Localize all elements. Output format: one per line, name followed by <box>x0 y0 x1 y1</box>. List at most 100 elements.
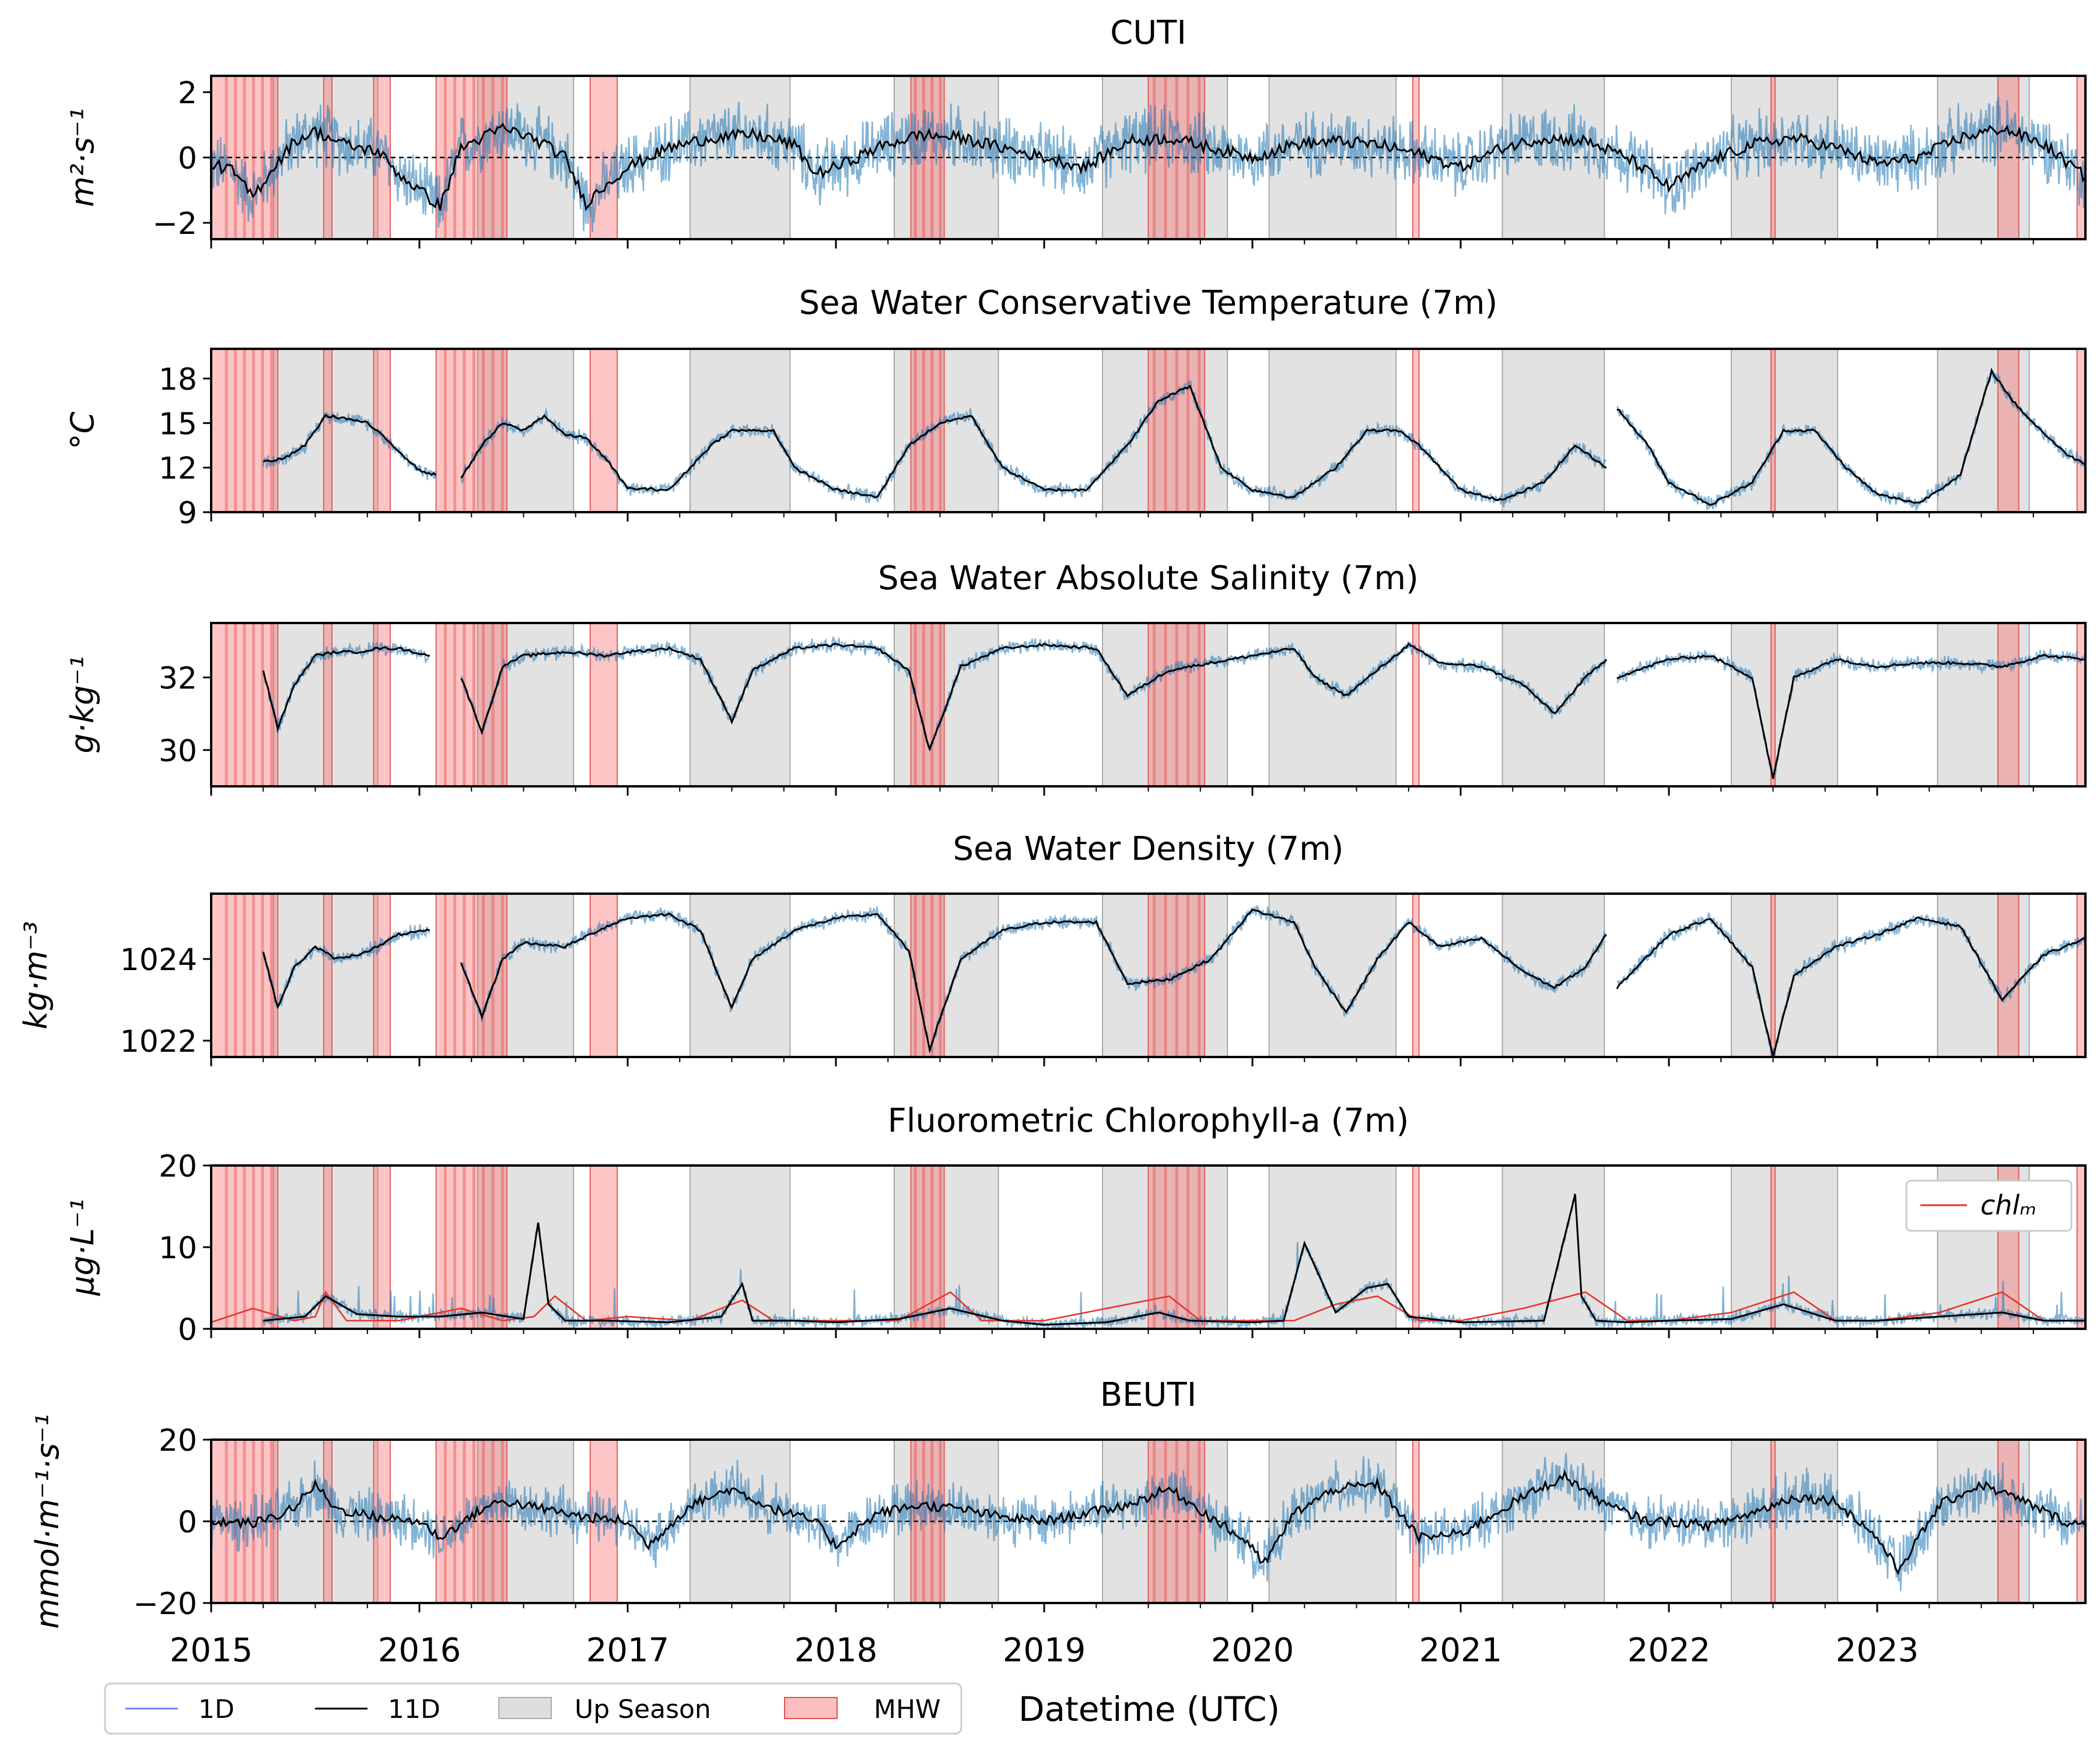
legend-item-11d: 11D <box>315 1695 440 1724</box>
mhw-band <box>211 894 279 1057</box>
series-11d-line <box>460 908 1607 1054</box>
up-season-band <box>1268 894 1397 1057</box>
up-season-band <box>273 349 379 512</box>
up-season-band <box>1101 1166 1228 1329</box>
mhw-streak <box>1164 623 1167 786</box>
legend-item-up-season: Up Season <box>498 1695 711 1724</box>
up-season-band <box>1502 349 1605 512</box>
mhw-streak <box>243 1166 246 1329</box>
mhw-streak <box>270 349 273 512</box>
y-axis-label: °C <box>64 411 101 449</box>
mhw-streak <box>491 894 495 1057</box>
mhw-band <box>910 1166 945 1329</box>
mhw-band <box>1147 349 1205 512</box>
up-season-band <box>1731 894 1839 1057</box>
up-season-band <box>893 894 999 1057</box>
panel-plot-area <box>211 1440 2085 1603</box>
mhw-streak <box>225 1166 228 1329</box>
mhw-streak <box>261 1166 264 1329</box>
y-tick-label: 9 <box>178 496 197 531</box>
panel-plot-area <box>211 623 2085 786</box>
mhw-band <box>2076 894 2085 1057</box>
mhw-band <box>2076 1166 2085 1329</box>
mhw-streak <box>234 349 237 512</box>
mhw-streak <box>225 894 228 1057</box>
mhw-streak <box>1153 894 1156 1057</box>
panel-plot-area <box>211 894 2085 1057</box>
mhw-streak <box>251 894 255 1057</box>
mhw-streak <box>501 623 504 786</box>
mhw-streak <box>1198 349 1201 512</box>
panel-3: Sea Water Absolute Salinity (7m) 30 32 g·kg… <box>64 559 2087 796</box>
panel-6: BEUTI −20 0 20 mmol·m⁻¹·s⁻¹ <box>29 1376 2087 1629</box>
mhw-streak <box>939 623 942 786</box>
series-11d-line <box>460 384 1607 502</box>
mhw-streak <box>1186 349 1189 512</box>
mhw-streak <box>501 1440 504 1603</box>
mhw-streak <box>1186 894 1189 1057</box>
mhw-band <box>1412 349 1420 512</box>
mhw-streak <box>251 1166 255 1329</box>
legend-label-1d: 1D <box>198 1695 235 1724</box>
y-tick-label: −20 <box>133 1587 197 1622</box>
y-tick-label: 10 <box>159 1231 197 1266</box>
mhw-streak <box>453 349 457 512</box>
mhw-streak <box>1175 623 1178 786</box>
legend-item-1d: 1D <box>125 1695 235 1724</box>
panel-title: CUTI <box>1110 14 1186 52</box>
chl-legend: chlₘ <box>1905 1180 2073 1232</box>
mhw-streak <box>482 623 485 786</box>
up-season-band <box>1937 894 2030 1057</box>
mhw-streak <box>453 1440 457 1603</box>
x-tick-label: 2018 <box>794 1632 878 1670</box>
mhw-streak <box>491 349 495 512</box>
panel-1: CUTI −2 0 2 m²·s⁻¹ <box>64 14 2087 249</box>
mhw-streak <box>1198 894 1201 1057</box>
mhw-streak <box>1198 623 1201 786</box>
panel-4: Sea Water Density (7m) 1022 1024 kg·m⁻³ <box>18 830 2087 1066</box>
mhw-streak <box>1186 1166 1189 1329</box>
chl-legend-label: chlₘ <box>1980 1189 2036 1221</box>
mhw-streak <box>922 894 925 1057</box>
mhw-streak <box>472 894 475 1057</box>
y-tick-label: 0 <box>178 1312 197 1348</box>
mhw-band <box>1997 349 2020 512</box>
series-1d-line <box>211 1452 2085 1591</box>
mhw-streak <box>1164 349 1167 512</box>
mhw-streak <box>501 894 504 1057</box>
panel-plot-area <box>211 76 2085 239</box>
up-season-band <box>1937 623 2030 786</box>
mhw-band <box>435 894 508 1057</box>
mhw-streak <box>922 623 925 786</box>
mhw-band <box>323 623 333 786</box>
panel-5: Fluorometric Chlorophyll-a (7m) 0 10 20 μg·L… <box>64 1102 2087 1348</box>
y-tick-label: 20 <box>159 1423 197 1458</box>
legend-label-up-season: Up Season <box>575 1695 711 1724</box>
mhw-streak <box>1198 1166 1201 1329</box>
series-11d-line <box>262 414 437 476</box>
up-season-band <box>690 623 791 786</box>
panel-plot-area <box>211 1166 2085 1329</box>
mhw-streak <box>251 623 255 786</box>
mhw-band <box>589 1166 618 1329</box>
x-tick-label: 2020 <box>1211 1632 1294 1670</box>
mhw-streak <box>234 1166 237 1329</box>
panel-title: BEUTI <box>1100 1376 1197 1414</box>
panel-plot-area <box>211 349 2085 512</box>
x-tick-label: 2021 <box>1419 1632 1503 1670</box>
series-1d-line <box>460 636 1607 751</box>
series-11d-line <box>1616 654 2085 779</box>
x-tick-label: 2023 <box>1836 1632 1919 1670</box>
mhw-streak <box>482 349 485 512</box>
x-tick-label: 2017 <box>586 1632 670 1670</box>
mhw-streak <box>472 349 475 512</box>
legend-swatch-mhw <box>784 1697 838 1719</box>
mhw-band <box>323 1166 333 1329</box>
y-tick-label: 18 <box>159 362 197 397</box>
up-season-band <box>477 894 575 1057</box>
panel-title: Sea Water Conservative Temperature (7m) <box>799 284 1498 322</box>
up-season-band <box>690 76 791 239</box>
mhw-streak <box>939 894 942 1057</box>
